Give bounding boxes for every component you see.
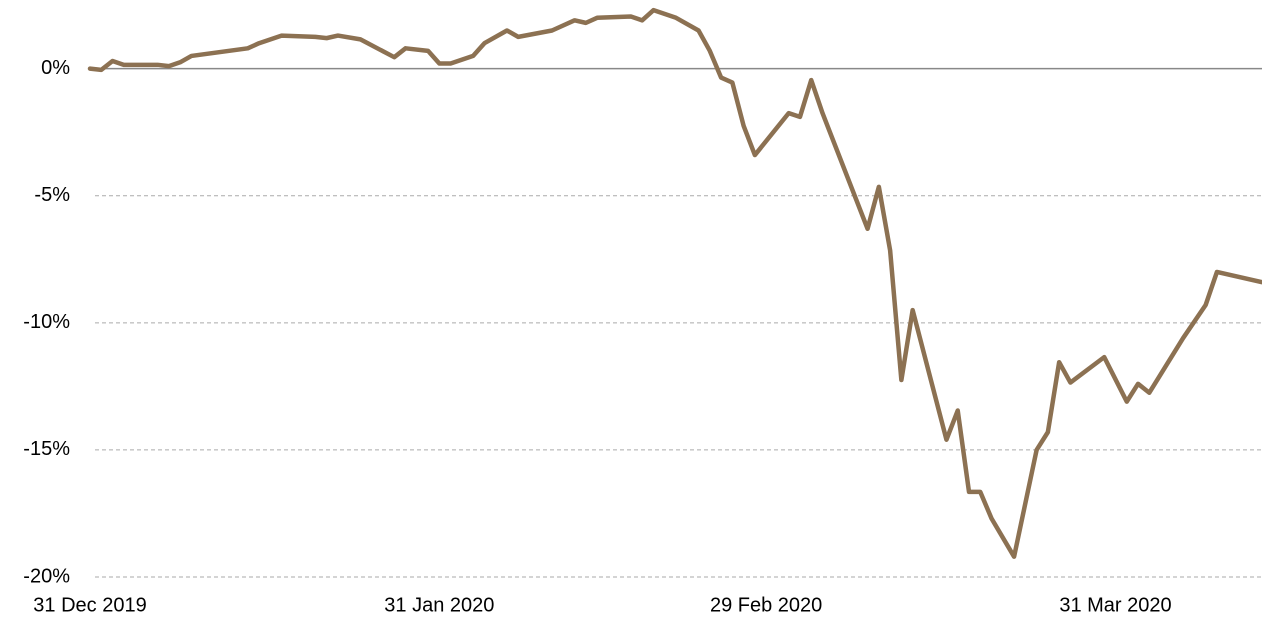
y-tick-label: -20%	[23, 565, 70, 587]
x-tick-label: 31 Dec 2019	[33, 594, 146, 616]
x-tick-label: 31 Jan 2020	[384, 594, 494, 616]
y-tick-label: -15%	[23, 438, 70, 460]
y-tick-label: -5%	[34, 184, 70, 206]
x-tick-label: 29 Feb 2020	[710, 594, 822, 616]
y-tick-label: -10%	[23, 311, 70, 333]
data-line	[87, 7, 1262, 559]
x-tick-label: 31 Mar 2020	[1059, 594, 1171, 616]
y-tick-label: 0%	[41, 57, 70, 79]
